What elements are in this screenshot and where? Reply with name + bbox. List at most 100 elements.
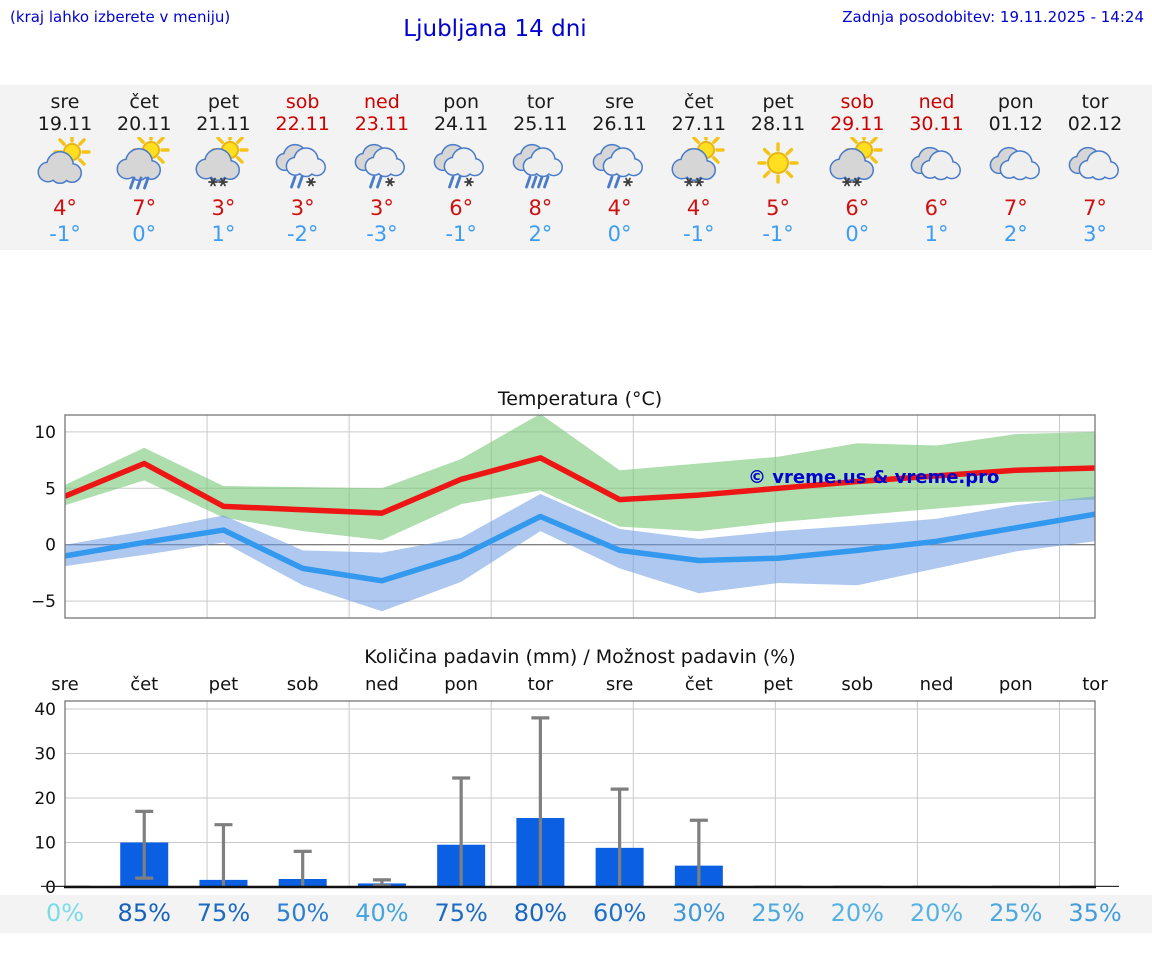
weather-icon-slot <box>659 131 739 193</box>
temperature-chart-title: Temperatura (°C) <box>497 388 663 410</box>
day-name: sre <box>50 91 80 113</box>
day-column: ned 23.11 3° -3° <box>342 85 422 247</box>
precip-day-label: pon <box>999 674 1033 695</box>
low-temp: 2° <box>528 222 553 246</box>
precip-probability: 20% <box>909 899 964 927</box>
day-name: sre <box>605 91 635 113</box>
high-temp: 5° <box>766 196 790 220</box>
low-temp: -1° <box>49 222 81 246</box>
weather-icon-slot <box>25 133 105 193</box>
precipitation-chart: sre čet pet sob ned pon tor sre čet pet sob ned pon t… <box>34 674 1119 895</box>
precip-probability: 85% <box>117 899 171 927</box>
precip-day-label: sre <box>51 674 78 695</box>
day-name: pon <box>997 91 1034 113</box>
precip-ytick: 20 <box>34 789 56 809</box>
precip-probability: 35% <box>1068 899 1122 927</box>
weather-icon-slot <box>342 137 422 193</box>
precip-probability: 25% <box>989 899 1043 927</box>
precip-ytick: 10 <box>34 834 56 854</box>
high-temp: 3° <box>211 196 236 220</box>
day-column: čet 20.11 7° 0° <box>104 85 184 247</box>
precip-probability: 25% <box>751 899 805 927</box>
low-temp: -2° <box>286 222 319 246</box>
weather-icon-slot <box>183 131 263 193</box>
low-temp: -3° <box>366 222 398 246</box>
precip-day-label: sob <box>841 674 873 695</box>
sleet-icon <box>433 143 485 189</box>
low-temp: 1° <box>924 222 949 246</box>
high-temp: 7° <box>1003 196 1028 220</box>
low-temp: -1° <box>445 222 477 246</box>
day-column: sob 29.11 6° 0° <box>817 85 897 247</box>
day-date: 20.11 <box>117 113 172 135</box>
day-name: čet <box>684 91 714 113</box>
precip-probability: 30% <box>672 899 726 927</box>
weather-icon-slot <box>897 137 977 193</box>
low-temp: 0° <box>132 222 157 246</box>
sun-rain-icon <box>116 131 170 190</box>
day-date: 26.11 <box>592 113 647 135</box>
precip-day-label: pet <box>763 674 793 695</box>
day-date: 28.11 <box>750 113 806 135</box>
day-date: 19.11 <box>37 113 93 135</box>
partly-icon <box>37 133 91 184</box>
menu-hint-note: (kraj lahko izberete v meniju) <box>10 8 231 26</box>
low-temp: 3° <box>1083 222 1107 246</box>
high-temp: 4° <box>53 196 77 220</box>
precipitation-chart-title: Količina padavin (mm) / Možnost padavin … <box>364 646 796 668</box>
precip-probability: 0% <box>45 899 85 927</box>
day-column: tor 25.11 8° 2° <box>500 85 580 247</box>
day-date: 29.11 <box>830 113 885 135</box>
sunny-icon <box>757 142 799 184</box>
low-temp: -1° <box>683 222 715 246</box>
high-temp: 3° <box>290 196 315 220</box>
low-temp: 0° <box>845 222 870 246</box>
sun-snow-icon <box>671 131 725 187</box>
precip-day-label: sre <box>606 674 633 695</box>
day-column: pet 28.11 5° -1° <box>738 85 818 247</box>
weather-icon-slot <box>817 131 897 193</box>
weather-icon-slot <box>976 137 1056 193</box>
sleet-icon <box>354 143 405 189</box>
precip-probability: 75% <box>434 899 488 927</box>
high-temp: 3° <box>369 196 394 220</box>
sun-snow-icon <box>829 131 883 187</box>
precip-day-label: tor <box>528 674 554 695</box>
watermark: © vreme.us & vreme.pro <box>748 467 999 488</box>
weather-icon-slot <box>1055 137 1135 193</box>
temp-ytick: 5 <box>45 479 56 499</box>
precip-probability-strip: 0% 85% 75% 50% 40% 75% 80% 60% 30% 25% 20% 20% 25% 35… <box>0 895 1152 933</box>
low-temp: 1° <box>211 222 236 246</box>
weather-icon-slot <box>738 137 818 193</box>
last-update-timestamp: Zadnja posodobitev: 19.11.2025 - 14:24 <box>842 8 1144 26</box>
day-name: pet <box>762 91 794 113</box>
weather-icon-slot <box>263 137 343 193</box>
low-temp: 2° <box>1003 222 1028 246</box>
precip-day-label: pet <box>209 674 239 695</box>
day-name: sob <box>285 91 320 113</box>
day-name: tor <box>1081 91 1109 113</box>
precip-day-label: ned <box>920 674 954 695</box>
precip-probability: 50% <box>276 899 330 927</box>
precip-day-label: sob <box>287 674 319 695</box>
precip-ytick: 40 <box>34 700 56 720</box>
day-column: sre 19.11 4° -1° <box>25 85 105 247</box>
page-title: Ljubljana 14 dni <box>403 16 587 42</box>
day-column: pet 21.11 3° 1° <box>183 85 263 247</box>
day-name: pet <box>207 91 240 113</box>
sleet-icon <box>275 143 326 189</box>
high-temp: 8° <box>528 196 553 220</box>
day-date: 01.12 <box>988 113 1043 135</box>
cloudy-icon <box>1068 146 1119 181</box>
day-date: 30.11 <box>909 113 964 135</box>
day-name: sob <box>840 91 875 113</box>
day-column: sob 22.11 3° -2° <box>263 85 343 247</box>
day-column: pon 24.11 6° -1° <box>421 85 501 247</box>
min-range-band <box>65 493 1095 612</box>
day-column: pon 01.12 7° 2° <box>976 85 1056 247</box>
day-column: sre 26.11 4° 0° <box>580 85 660 247</box>
day-name: čet <box>129 91 160 113</box>
precip-day-label: pon <box>444 674 478 695</box>
precip-probability: 60% <box>592 899 647 927</box>
